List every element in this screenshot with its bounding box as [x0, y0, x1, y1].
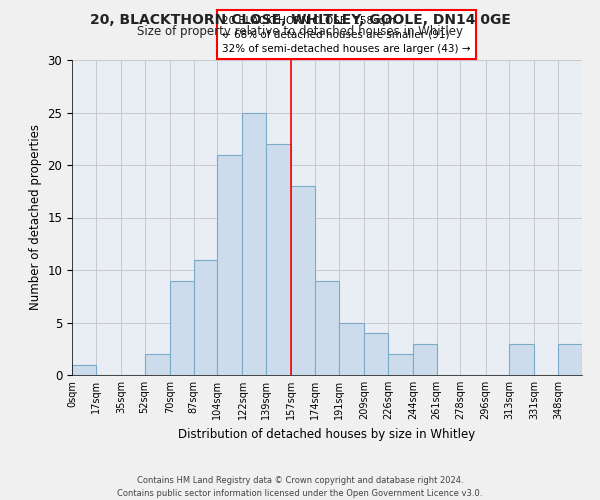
Bar [217, 154, 242, 375]
Bar [364, 333, 388, 375]
X-axis label: Distribution of detached houses by size in Whitley: Distribution of detached houses by size … [178, 428, 476, 440]
Y-axis label: Number of detached properties: Number of detached properties [29, 124, 42, 310]
Bar [170, 280, 194, 375]
Bar [194, 260, 217, 375]
Bar [509, 344, 535, 375]
Bar [339, 322, 364, 375]
Text: Size of property relative to detached houses in Whitley: Size of property relative to detached ho… [137, 25, 463, 38]
Bar [558, 344, 582, 375]
Text: 20, BLACKTHORN CLOSE, WHITLEY, GOOLE, DN14 0GE: 20, BLACKTHORN CLOSE, WHITLEY, GOOLE, DN… [89, 12, 511, 26]
Bar [266, 144, 292, 375]
Bar [413, 344, 437, 375]
Bar [72, 364, 96, 375]
Text: 20 BLACKTHORN CLOSE: 158sqm
← 68% of detached houses are smaller (91)
32% of sem: 20 BLACKTHORN CLOSE: 158sqm ← 68% of det… [223, 16, 471, 54]
Bar [292, 186, 315, 375]
Bar [242, 112, 266, 375]
Bar [388, 354, 413, 375]
Bar [315, 280, 339, 375]
Text: Contains HM Land Registry data © Crown copyright and database right 2024.
Contai: Contains HM Land Registry data © Crown c… [118, 476, 482, 498]
Bar [145, 354, 170, 375]
